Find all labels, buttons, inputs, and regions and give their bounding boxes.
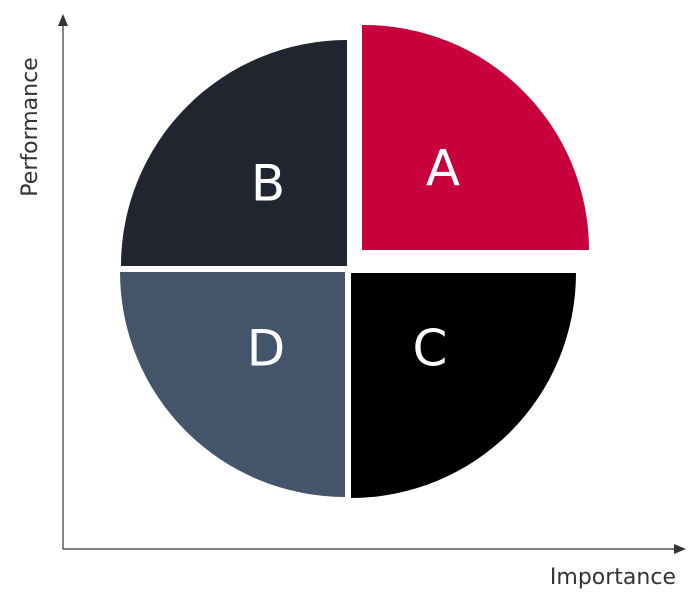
quadrant-d-label: D xyxy=(247,320,286,378)
quadrant-a xyxy=(362,24,589,250)
quadrant-c xyxy=(351,273,576,498)
quadrant-b xyxy=(121,40,347,266)
quadrant-a-label: A xyxy=(426,140,460,198)
x-axis-arrow xyxy=(674,544,686,554)
y-axis-arrow xyxy=(58,14,68,26)
quadrant-b-label: B xyxy=(251,155,285,213)
quadrant-d xyxy=(120,272,345,497)
quadrant-c-label: C xyxy=(413,320,448,378)
x-axis-label: Importance xyxy=(550,565,676,590)
y-axis-label: Performance xyxy=(18,57,43,196)
